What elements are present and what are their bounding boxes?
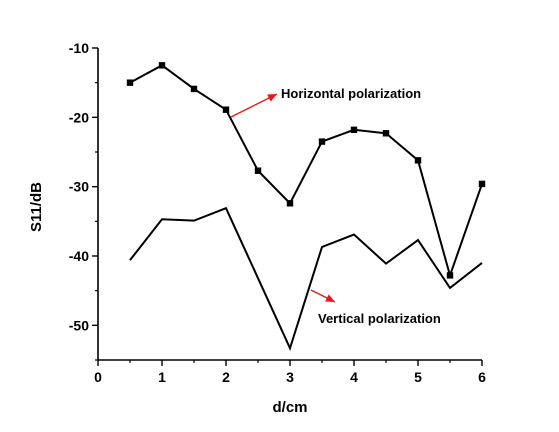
arrow-head — [325, 294, 335, 302]
y-tick-label: -20 — [69, 109, 89, 125]
y-tick-label: -40 — [69, 248, 89, 264]
data-point-marker — [350, 126, 358, 134]
y-axis-label: S11/dB — [28, 182, 45, 232]
data-point-marker — [222, 106, 230, 113]
axes: 0 1 2 3 4 5 6 -10 -20 -30 -40 -50 — [69, 40, 486, 385]
x-tick-label: 5 — [414, 369, 422, 385]
x-tick-label: 3 — [286, 369, 294, 385]
vertical-polarization-line — [129, 206, 483, 351]
data-point-marker — [446, 272, 454, 279]
data-point-marker — [158, 62, 166, 69]
x-tick-label: 4 — [350, 369, 358, 385]
annotations — [230, 93, 336, 303]
y-tick-label: -50 — [69, 317, 89, 333]
arrow-vertical — [310, 289, 336, 303]
x-tick-label: 0 — [94, 369, 102, 385]
series-layer — [126, 62, 486, 351]
data-point-marker — [318, 138, 326, 145]
data-point-marker — [254, 167, 262, 174]
arrow-horizontal — [230, 93, 278, 118]
x-axis-label: d/cm — [272, 399, 307, 416]
y-tick-label: -30 — [69, 179, 89, 195]
x-tick-label: 1 — [158, 369, 166, 385]
data-point-marker — [414, 157, 422, 164]
data-point-marker — [190, 85, 198, 93]
legend-label-horizontal: Horizontal polarization — [281, 86, 421, 101]
data-point-marker — [126, 79, 134, 86]
arrow-head — [267, 94, 277, 102]
y-tick-label: -10 — [69, 40, 89, 56]
data-point-marker — [286, 200, 294, 207]
x-tick-label: 6 — [478, 369, 486, 385]
x-tick-label: 2 — [222, 369, 230, 385]
data-point-marker — [382, 130, 390, 137]
legend-label-vertical: Vertical polarization — [318, 311, 441, 326]
horizontal-polarization-line — [129, 64, 483, 279]
data-point-marker — [478, 180, 486, 188]
